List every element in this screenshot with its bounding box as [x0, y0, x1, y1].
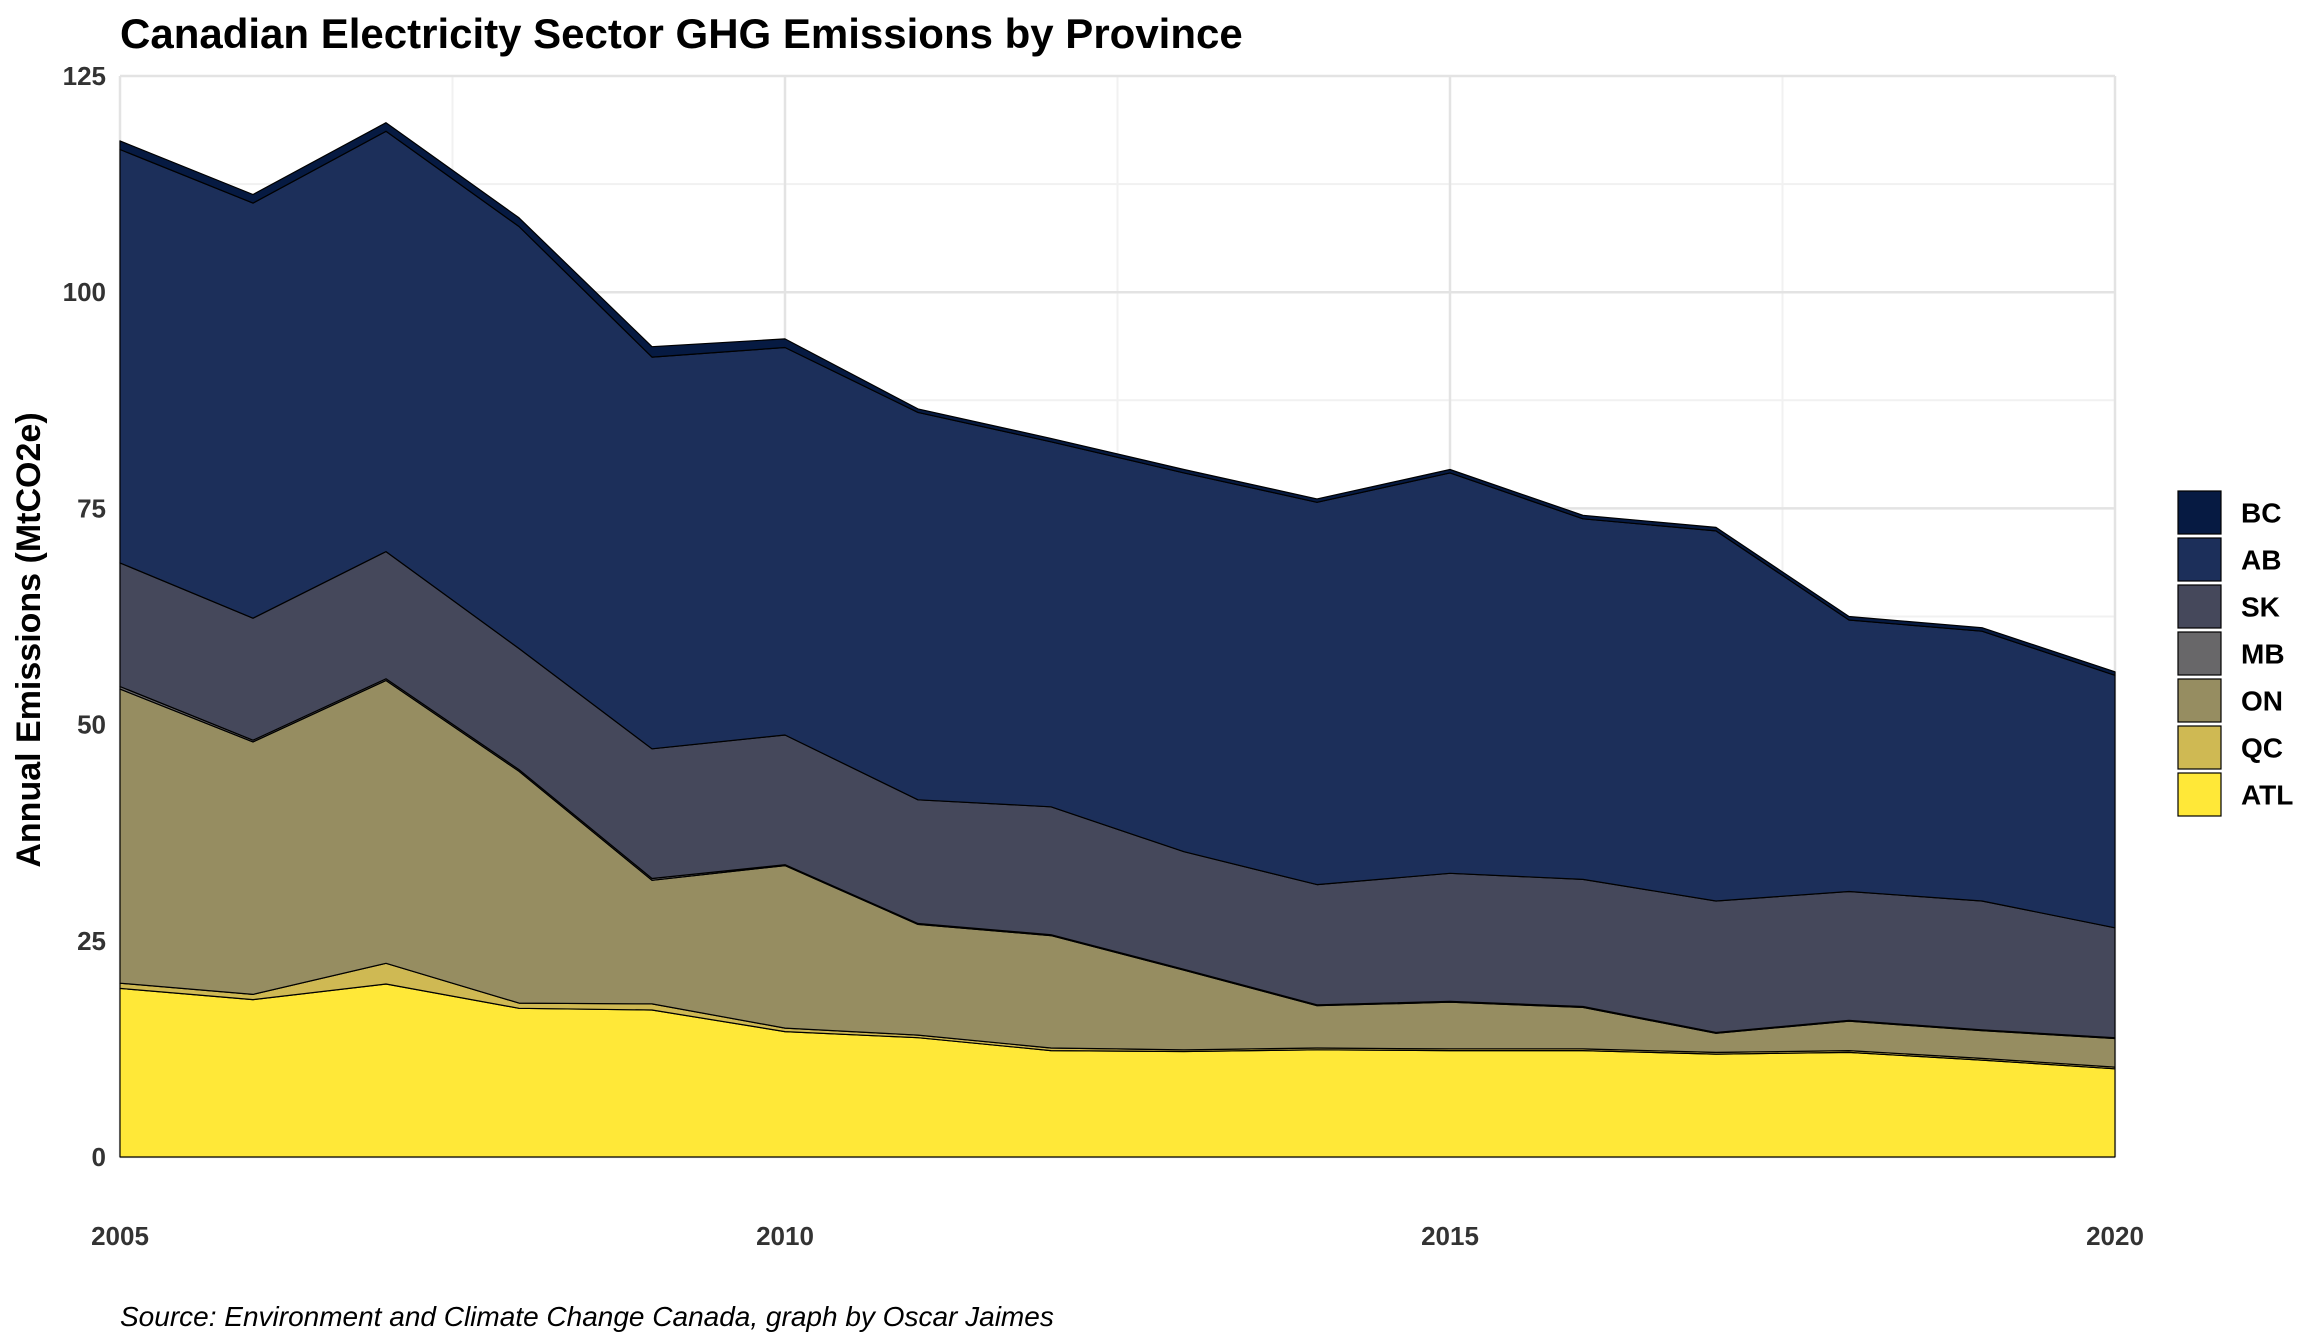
legend-label-qc: QC — [2241, 733, 2283, 764]
y-axis-ticks: 0 25 50 75 100 125 — [63, 61, 106, 1172]
legend: BC AB SK MB ON QC ATL — [2177, 490, 2293, 817]
legend-label-ab: AB — [2241, 545, 2281, 576]
area-series-group — [119, 122, 2116, 1158]
y-tick-label: 75 — [77, 493, 106, 523]
y-tick-label: 100 — [63, 277, 106, 307]
legend-swatch-ab — [2177, 537, 2222, 582]
legend-swatch-on — [2177, 678, 2222, 723]
x-tick-label: 2020 — [2086, 1221, 2144, 1251]
y-tick-label: 25 — [77, 926, 106, 956]
y-tick-label: 0 — [92, 1142, 106, 1172]
legend-swatch-qc — [2177, 725, 2222, 770]
x-tick-label: 2010 — [756, 1221, 814, 1251]
area-bc — [119, 122, 2116, 676]
legend-label-mb: MB — [2241, 639, 2285, 670]
legend-swatch-bc — [2177, 490, 2222, 535]
legend-swatch-sk — [2177, 584, 2222, 629]
chart-caption: Source: Environment and Climate Change C… — [120, 1301, 1054, 1332]
y-axis-label: Annual Emissions (MtCO2e) — [10, 412, 48, 867]
x-tick-label: 2015 — [1421, 1221, 1479, 1251]
legend-label-atl: ATL — [2241, 780, 2293, 811]
legend-swatch-atl — [2177, 772, 2222, 817]
y-tick-label: 50 — [77, 710, 106, 740]
x-axis-ticks: 2005 2010 2015 2020 — [91, 1221, 2144, 1251]
chart-title: Canadian Electricity Sector GHG Emission… — [120, 10, 1243, 57]
legend-label-sk: SK — [2241, 592, 2280, 623]
y-tick-label: 125 — [63, 61, 106, 91]
legend-label-on: ON — [2241, 686, 2283, 717]
x-tick-label: 2005 — [91, 1221, 149, 1251]
legend-swatch-mb — [2177, 631, 2222, 676]
legend-label-bc: BC — [2241, 498, 2281, 529]
